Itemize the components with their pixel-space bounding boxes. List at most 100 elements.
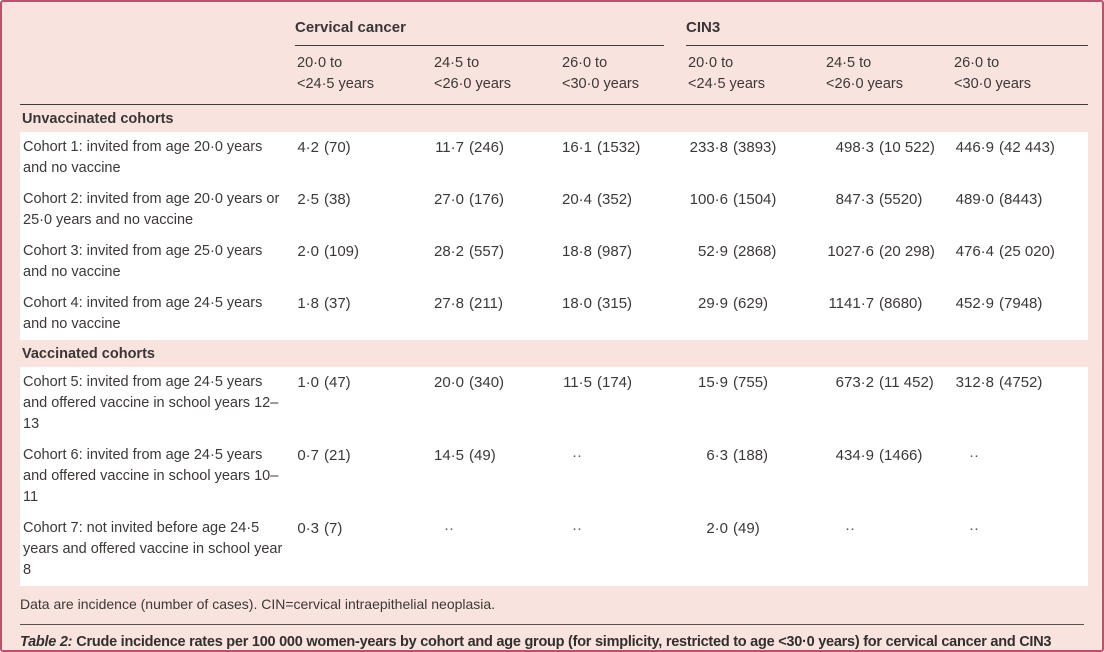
age-range-line2: <30·0 years — [954, 76, 1032, 92]
section-header: Unvaccinated cohorts — [22, 111, 174, 127]
row-label: Cohort 4: invited from age 24·5 years an… — [20, 288, 295, 340]
cell-value: 489·0 — [955, 191, 995, 208]
data-cell: 11·7 (246) — [432, 132, 560, 184]
data-cell: 0·7 (21) — [295, 440, 432, 513]
cell-value: 434·9 — [835, 447, 875, 464]
age-column-header: 24·5 to <26·0 years — [432, 46, 560, 105]
data-cell: 2·5 (38) — [295, 184, 432, 236]
cell-value: 0·3 — [297, 520, 319, 537]
cell-value: 28·2 — [434, 243, 465, 260]
cell-cases: (25 020) — [999, 243, 1055, 260]
table-row: Cohort 1: invited from age 20·0 years an… — [20, 132, 1089, 184]
data-cell: 18·8 (987) — [560, 236, 687, 288]
caption-rule: Table 2: Crude incidence rates per 100 00… — [20, 624, 1084, 650]
cell-cases: (4752) — [999, 374, 1043, 391]
cell-cases: (20 298) — [879, 243, 935, 260]
cell-value: 476·4 — [955, 243, 995, 260]
row-label: Cohort 2: invited from age 20·0 years or… — [20, 184, 295, 236]
cell-cases: (987) — [597, 243, 633, 260]
cell-cases: (7) — [324, 520, 343, 537]
cell-value: 4·2 — [297, 139, 319, 156]
age-range-line1: 26·0 to — [954, 55, 1000, 71]
section-row: Vaccinated cohorts — [20, 340, 1088, 367]
data-cell: 14·5 (49) — [432, 440, 560, 513]
data-cell: 1·0 (47) — [295, 367, 432, 440]
incidence-table: Cervical cancer CIN3 20·0 to <24·5 years 24·… — [20, 2, 1089, 586]
row-label: Cohort 3: invited from age 25·0 years an… — [20, 236, 295, 288]
data-cell: 16·1 (1532) — [560, 132, 687, 184]
data-cell: 15·9 (755) — [686, 367, 825, 440]
group-header-row: Cervical cancer CIN3 — [20, 2, 1089, 46]
cell-value: 312·8 — [955, 374, 995, 391]
age-range-line1: 24·5 to — [434, 55, 480, 71]
data-cell: 4·2 (70) — [295, 132, 432, 184]
section-row: Unvaccinated cohorts — [20, 105, 1088, 133]
cell-value: 0·7 — [297, 447, 319, 464]
cell-value: 16·1 — [562, 139, 593, 156]
data-cell: 29·9 (629) — [686, 288, 825, 340]
table-footnote: Data are incidence (number of cases). CI… — [20, 596, 496, 612]
cell-cases: (174) — [597, 374, 633, 391]
row-label: Cohort 7: not invited before age 24·5 ye… — [20, 513, 295, 586]
data-cell: 2·0 (109) — [295, 236, 432, 288]
corner-blank-cell — [20, 2, 295, 46]
data-cell: 28·2 (557) — [432, 236, 560, 288]
cell-cases: (70) — [324, 139, 351, 156]
cell-value: 1·0 — [297, 374, 319, 391]
cell-value: ·· — [572, 520, 582, 537]
data-cell: ·· — [432, 513, 560, 586]
cell-cases: (352) — [597, 191, 633, 208]
data-cell: 673·2 (11 452) — [824, 367, 953, 440]
table-row: Cohort 5: invited from age 24·5 years an… — [20, 367, 1089, 440]
age-column-header: 20·0 to <24·5 years — [295, 46, 432, 105]
cell-value: 20·4 — [562, 191, 593, 208]
cell-value: ·· — [444, 520, 454, 537]
data-cell: 2·0 (49) — [686, 513, 825, 586]
age-range-line2: <24·5 years — [688, 76, 766, 92]
cell-cases: (629) — [733, 295, 769, 312]
column-group-label: Cervical cancer — [295, 17, 665, 46]
cell-value: ·· — [969, 447, 980, 464]
cell-value: 847·3 — [835, 191, 875, 208]
row-label: Cohort 5: invited from age 24·5 years an… — [20, 367, 295, 440]
data-cell: 1027·6 (20 298) — [824, 236, 953, 288]
data-cell: 489·0 (8443) — [952, 184, 1089, 236]
cell-value: 27·0 — [434, 191, 465, 208]
cell-value: 11·5 — [563, 374, 592, 391]
age-range-line2: <24·5 years — [297, 76, 374, 92]
table-row: Cohort 2: invited from age 20·0 years or… — [20, 184, 1089, 236]
data-cell: 1141·7 (8680) — [824, 288, 953, 340]
cell-cases: (10 522) — [879, 139, 935, 156]
age-column-header: 20·0 to <24·5 years — [686, 46, 825, 105]
cell-value: 1141·7 — [828, 295, 875, 312]
cell-cases: (3893) — [733, 139, 777, 156]
age-range-line2: <26·0 years — [434, 76, 511, 92]
cell-cases: (755) — [733, 374, 769, 391]
data-cell: 476·4 (25 020) — [952, 236, 1089, 288]
age-range-line2: <30·0 years — [562, 76, 639, 92]
data-cell: 20·4 (352) — [560, 184, 687, 236]
age-column-header: 26·0 to <30·0 years — [952, 46, 1089, 105]
cell-value: ·· — [845, 520, 856, 537]
data-cell: ·· — [560, 440, 687, 513]
cell-value: 18·8 — [562, 243, 593, 260]
data-cell: 1·8 (37) — [295, 288, 432, 340]
data-cell: 847·3 (5520) — [824, 184, 953, 236]
cell-cases: (246) — [469, 139, 505, 156]
data-cell: 20·0 (340) — [432, 367, 560, 440]
cell-cases: (109) — [324, 243, 360, 260]
age-range-line1: 20·0 to — [688, 55, 734, 71]
cell-value: 446·9 — [955, 139, 995, 156]
data-cell: 233·8 (3893) — [686, 132, 825, 184]
cell-cases: (5520) — [879, 191, 923, 208]
row-label: Cohort 6: invited from age 24·5 years an… — [20, 440, 295, 513]
data-cell: ·· — [952, 440, 1089, 513]
data-cell: 27·8 (211) — [432, 288, 560, 340]
cell-value: 52·9 — [698, 243, 729, 260]
table-body: Unvaccinated cohorts Cohort 1: invited fr… — [20, 105, 1089, 586]
row-label: Cohort 1: invited from age 20·0 years an… — [20, 132, 295, 184]
cell-cases: (315) — [597, 295, 633, 312]
cell-value: 18·0 — [562, 295, 593, 312]
column-group-cin3: CIN3 — [686, 2, 1089, 46]
cell-cases: (37) — [324, 295, 351, 312]
